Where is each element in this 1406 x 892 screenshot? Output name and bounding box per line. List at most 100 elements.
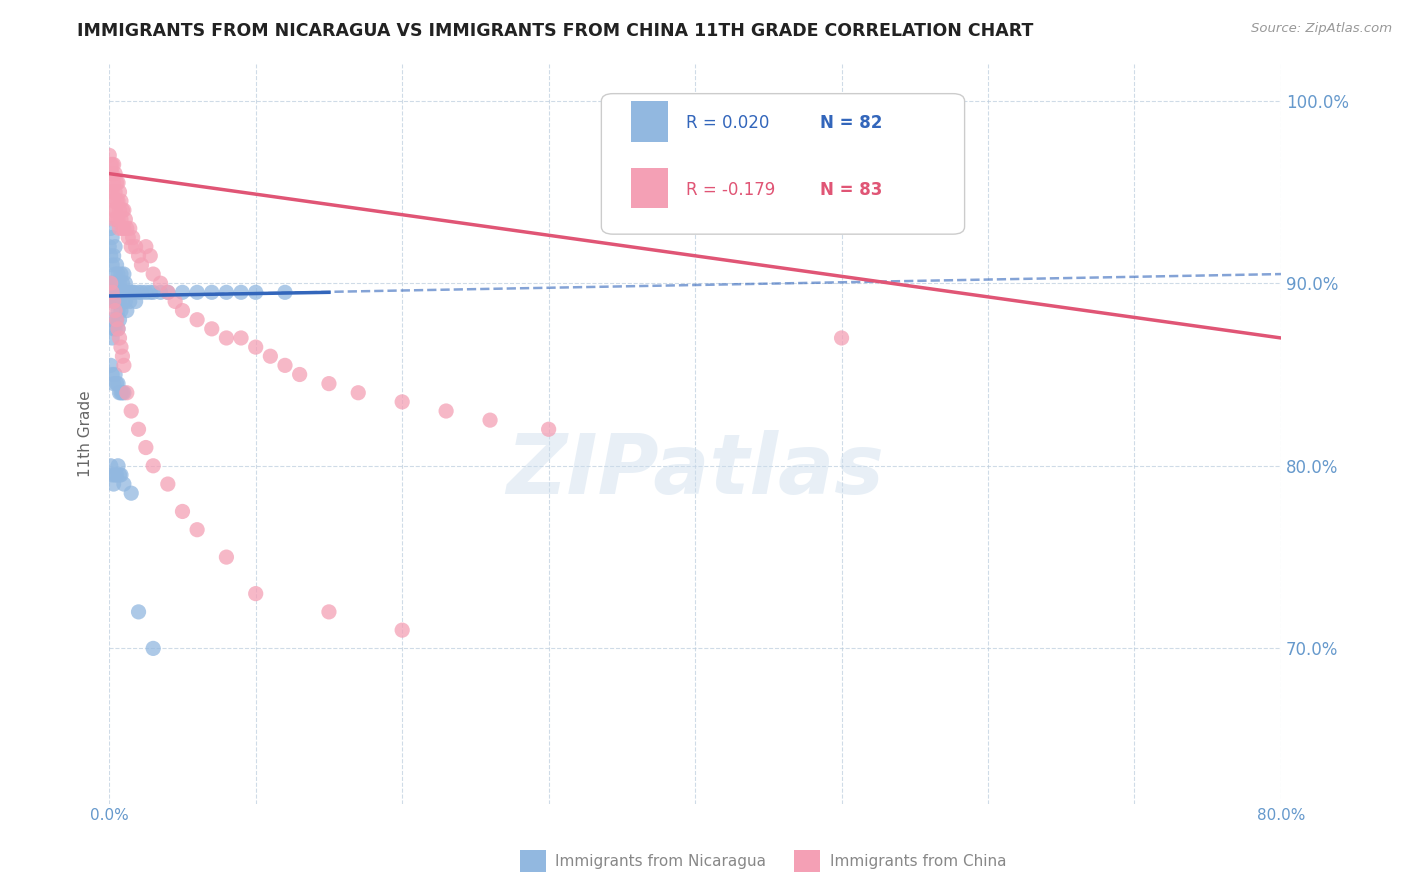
Point xyxy=(103,376,125,391)
Point xyxy=(259,349,281,363)
Point xyxy=(139,285,162,300)
Point xyxy=(110,285,132,300)
Point xyxy=(103,249,125,263)
Point xyxy=(121,285,143,300)
Point xyxy=(117,285,139,300)
Point xyxy=(128,605,150,619)
Point xyxy=(114,276,136,290)
Point xyxy=(100,249,122,263)
Point xyxy=(101,157,124,171)
Point xyxy=(149,285,172,300)
Point xyxy=(100,157,122,171)
Point xyxy=(104,294,127,309)
Point xyxy=(100,285,122,300)
Point xyxy=(107,458,129,473)
Point xyxy=(142,285,165,300)
Point xyxy=(142,641,165,656)
Point xyxy=(115,285,138,300)
Point xyxy=(107,322,129,336)
Point xyxy=(108,385,131,400)
Point xyxy=(229,331,252,345)
Point xyxy=(172,303,194,318)
Point xyxy=(104,203,127,218)
Point xyxy=(347,385,370,400)
Text: ZIPatlas: ZIPatlas xyxy=(506,430,884,511)
Point xyxy=(101,467,124,482)
Point xyxy=(128,249,150,263)
Point xyxy=(110,303,132,318)
Point xyxy=(104,267,127,281)
Point xyxy=(111,385,134,400)
Point xyxy=(98,148,121,162)
Point xyxy=(118,221,141,235)
Point xyxy=(201,322,224,336)
Point xyxy=(100,185,122,199)
Point xyxy=(115,385,138,400)
FancyBboxPatch shape xyxy=(602,94,965,235)
Point xyxy=(391,395,413,409)
Point xyxy=(111,294,134,309)
Point xyxy=(142,458,165,473)
Point xyxy=(108,185,131,199)
Point xyxy=(115,303,138,318)
Point xyxy=(274,285,297,300)
Point xyxy=(107,194,129,208)
Point xyxy=(215,285,238,300)
Point xyxy=(318,376,340,391)
Point xyxy=(114,294,136,309)
Point xyxy=(274,359,297,373)
Point xyxy=(537,422,560,436)
Point xyxy=(288,368,311,382)
Point xyxy=(215,331,238,345)
FancyBboxPatch shape xyxy=(631,101,668,142)
Point xyxy=(229,285,252,300)
Point xyxy=(101,258,124,272)
Point xyxy=(100,359,122,373)
Point xyxy=(121,230,143,244)
Point xyxy=(131,258,153,272)
Point xyxy=(165,294,187,309)
Point xyxy=(128,422,150,436)
Point xyxy=(107,285,129,300)
Point xyxy=(104,322,127,336)
Point xyxy=(112,285,135,300)
Point xyxy=(103,157,125,171)
Point xyxy=(105,312,128,326)
Point xyxy=(107,267,129,281)
Point xyxy=(108,294,131,309)
Point xyxy=(391,623,413,637)
Point xyxy=(186,285,208,300)
Point xyxy=(101,368,124,382)
Point xyxy=(103,176,125,190)
Point xyxy=(318,605,340,619)
Point xyxy=(156,285,179,300)
Point xyxy=(245,586,267,600)
Point xyxy=(110,267,132,281)
Point xyxy=(111,349,134,363)
Point xyxy=(245,340,267,354)
Point xyxy=(112,267,135,281)
Point xyxy=(101,331,124,345)
Point xyxy=(105,258,128,272)
Point xyxy=(103,322,125,336)
Point xyxy=(107,376,129,391)
Point xyxy=(114,212,136,227)
Point xyxy=(108,312,131,326)
Point xyxy=(104,240,127,254)
Text: IMMIGRANTS FROM NICARAGUA VS IMMIGRANTS FROM CHINA 11TH GRADE CORRELATION CHART: IMMIGRANTS FROM NICARAGUA VS IMMIGRANTS … xyxy=(77,22,1033,40)
Point xyxy=(107,212,129,227)
Point xyxy=(172,285,194,300)
Point xyxy=(115,221,138,235)
Point xyxy=(139,249,162,263)
Point xyxy=(105,376,128,391)
Point xyxy=(117,230,139,244)
Point xyxy=(111,221,134,235)
Point xyxy=(105,294,128,309)
Point xyxy=(105,194,128,208)
Point xyxy=(201,285,224,300)
Point xyxy=(100,167,122,181)
Point xyxy=(245,285,267,300)
Point xyxy=(215,550,238,565)
Point xyxy=(108,276,131,290)
Point xyxy=(104,167,127,181)
